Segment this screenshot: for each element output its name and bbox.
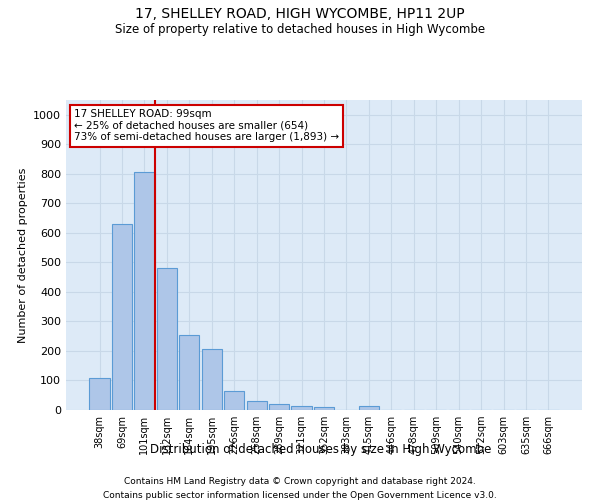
- Text: 17, SHELLEY ROAD, HIGH WYCOMBE, HP11 2UP: 17, SHELLEY ROAD, HIGH WYCOMBE, HP11 2UP: [135, 8, 465, 22]
- Bar: [89, 378, 110, 410]
- Bar: [157, 268, 177, 410]
- Bar: [314, 407, 334, 410]
- Text: Size of property relative to detached houses in High Wycombe: Size of property relative to detached ho…: [115, 22, 485, 36]
- Bar: [202, 350, 222, 410]
- Bar: [359, 406, 379, 410]
- Text: Contains HM Land Registry data © Crown copyright and database right 2024.: Contains HM Land Registry data © Crown c…: [124, 478, 476, 486]
- Bar: [112, 224, 132, 410]
- Text: 17 SHELLEY ROAD: 99sqm
← 25% of detached houses are smaller (654)
73% of semi-de: 17 SHELLEY ROAD: 99sqm ← 25% of detached…: [74, 110, 339, 142]
- Text: Contains public sector information licensed under the Open Government Licence v3: Contains public sector information licen…: [103, 491, 497, 500]
- Text: Distribution of detached houses by size in High Wycombe: Distribution of detached houses by size …: [151, 442, 491, 456]
- Bar: [292, 406, 311, 410]
- Bar: [224, 392, 244, 410]
- Bar: [269, 404, 289, 410]
- Bar: [134, 172, 155, 410]
- Bar: [179, 334, 199, 410]
- Bar: [247, 401, 267, 410]
- Y-axis label: Number of detached properties: Number of detached properties: [17, 168, 28, 342]
